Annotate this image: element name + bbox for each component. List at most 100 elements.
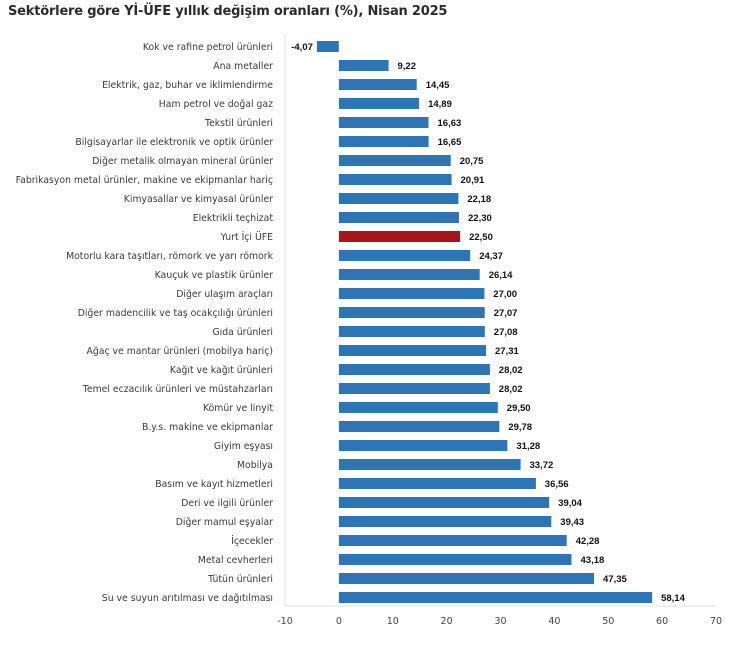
category-labels: Kok ve rafine petrol ürünleri Ana metalle…: [16, 42, 274, 604]
value-label: 27,07: [494, 308, 518, 319]
bar: [338, 478, 536, 489]
value-label: 22,30: [468, 213, 492, 224]
bar: [338, 459, 521, 470]
value-label: 16,63: [438, 118, 462, 129]
bar: [338, 364, 490, 375]
category-label: Bilgisayarlar ile elektronik ve optik ür…: [75, 137, 273, 148]
x-tick-label: 30: [494, 616, 506, 627]
category-label: Kimyasallar ve kimyasal ürünler: [124, 194, 273, 205]
bar: [316, 41, 339, 52]
bar: [338, 402, 498, 413]
category-label: Fabrikasyon metal ürünler, makine ve eki…: [16, 175, 273, 186]
axes: [284, 35, 716, 607]
value-label: 39,04: [558, 498, 582, 509]
value-label: 43,18: [581, 555, 605, 566]
value-label: 20,91: [461, 175, 485, 186]
x-tick-label: 0: [336, 616, 342, 627]
bar: [338, 421, 500, 432]
x-tick-label: 70: [710, 616, 722, 627]
bar: [338, 269, 480, 280]
category-label: Diğer mamul eşyalar: [176, 517, 273, 528]
x-tick-label: 50: [602, 616, 614, 627]
category-label: Gıda ürünleri: [212, 327, 273, 338]
bar: [338, 326, 485, 337]
value-label: 39,43: [560, 517, 584, 528]
bar: [338, 383, 490, 394]
category-label: Diğer ulaşım araçları: [176, 289, 273, 300]
category-label: Temel eczacılık ürünleri ve müstahzarlar…: [82, 384, 273, 395]
category-label: B.y.s. makine ve ekipmanlar: [142, 422, 273, 433]
value-label: 22,18: [467, 194, 491, 205]
value-labels: -4,07 9,22 14,45 14,89 16,63 16,65 20,75 20,91 2…: [291, 42, 685, 604]
category-label: Ağaç ve mantar ürünleri (mobilya hariç): [87, 346, 273, 357]
x-tick-label: -10: [277, 616, 293, 627]
value-label: 42,28: [576, 536, 600, 547]
value-label: 58,14: [661, 593, 685, 604]
value-label: 29,78: [508, 422, 532, 433]
category-label: Ana metaller: [213, 61, 273, 72]
category-label: Basım ve kayıt hizmetleri: [155, 479, 273, 490]
category-label: Tekstil ürünleri: [204, 118, 273, 129]
value-label: 27,31: [495, 346, 519, 357]
category-label: Kağıt ve kağıt ürünleri: [170, 365, 273, 376]
bar: [338, 60, 389, 71]
x-tick-label: 20: [441, 616, 453, 627]
x-tick-label: 40: [548, 616, 560, 627]
category-label: Diğer metalik olmayan mineral ürünler: [92, 156, 273, 167]
bar: [338, 307, 485, 318]
category-label: Kok ve rafine petrol ürünleri: [143, 42, 273, 53]
x-tick-label: 10: [387, 616, 399, 627]
value-label: 26,14: [489, 270, 513, 281]
value-label: 24,37: [479, 251, 503, 262]
value-label: 16,65: [438, 137, 462, 148]
bar: [338, 497, 550, 508]
chart-title: Sektörlere göre Yİ-ÜFE yıllık değişim or…: [8, 4, 448, 19]
value-label: 20,75: [460, 156, 484, 167]
bar: [338, 440, 508, 451]
category-label: Mobilya: [237, 460, 273, 471]
bar: [338, 288, 485, 299]
bar-highlight: [338, 231, 461, 242]
value-label: 9,22: [398, 61, 417, 72]
value-label: 27,00: [493, 289, 517, 300]
category-label: Metal cevherleri: [198, 555, 273, 566]
category-label: Kömür ve linyit: [203, 403, 273, 414]
x-tick-label: 60: [656, 616, 668, 627]
value-label: 33,72: [530, 460, 554, 471]
category-label: Yurt İçi ÜFE: [220, 232, 273, 243]
bar: [338, 174, 452, 185]
category-label: Ham petrol ve doğal gaz: [159, 99, 273, 110]
value-label: 14,89: [428, 99, 452, 110]
x-tick-labels: -10 0 10 20 30 40 50 60 70: [277, 616, 722, 627]
bar: [338, 592, 653, 603]
category-label: Kauçuk ve plastik ürünler: [155, 270, 273, 281]
bar: [338, 98, 420, 109]
category-label: İçecekler: [231, 536, 273, 547]
category-label: Motorlu kara taşıtları, römork ve yarı r…: [66, 251, 274, 262]
value-label: 36,56: [545, 479, 569, 490]
category-label: Giyim eşyası: [214, 441, 273, 452]
category-label: Deri ve ilgili ürünler: [181, 498, 273, 509]
bar: [338, 155, 451, 166]
category-label: Elektrik, gaz, buhar ve iklimlendirme: [102, 80, 273, 91]
value-label: 31,28: [516, 441, 540, 452]
value-label: 47,35: [603, 574, 627, 585]
bar: [338, 573, 594, 584]
value-label: 22,50: [469, 232, 493, 243]
bar: [338, 193, 459, 204]
value-label: 29,50: [507, 403, 531, 414]
bar: [338, 535, 567, 546]
bar: [338, 212, 459, 223]
bar: [338, 516, 552, 527]
bar: [338, 345, 486, 356]
category-label: Diğer madencilik ve taş ocakçılığı ürünl…: [78, 308, 273, 319]
bar: [338, 554, 572, 565]
bar: [338, 250, 471, 261]
bars: [316, 41, 653, 603]
value-label: 14,45: [426, 80, 450, 91]
category-label: Su ve suyun arıtılması ve dağıtılması: [102, 593, 273, 604]
value-label: 27,08: [494, 327, 518, 338]
value-label: -4,07: [291, 42, 313, 53]
bar: [338, 117, 429, 128]
